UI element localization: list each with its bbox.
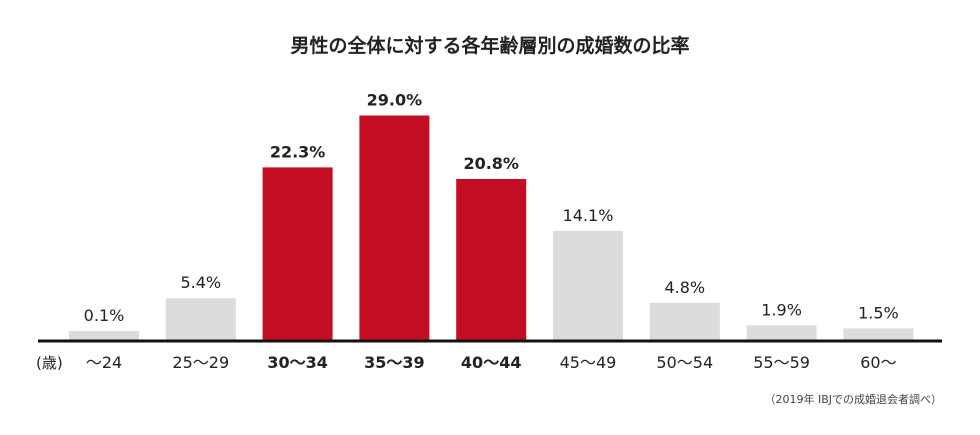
value-labels-group: 0.1% 5.4% 22.3% 29.0% 20.8% 14.1% 4.8% 1.9% 1.5% [84, 91, 899, 326]
category-label-0: ～24 [86, 353, 122, 372]
bars-group [69, 115, 914, 340]
value-label-8: 1.5% [858, 303, 899, 322]
bar-8 [843, 328, 914, 340]
category-label-4: 40～44 [461, 353, 522, 372]
value-label-2: 22.3% [270, 142, 326, 161]
value-label-4: 20.8% [463, 154, 519, 173]
bar-2 [262, 167, 333, 340]
bar-6 [649, 302, 720, 340]
category-label-7: 55～59 [753, 353, 810, 372]
category-label-1: 25～29 [172, 353, 229, 372]
value-label-1: 5.4% [180, 273, 221, 292]
value-label-7: 1.9% [761, 300, 802, 319]
value-label-0: 0.1% [84, 306, 125, 325]
bar-7 [746, 325, 817, 340]
category-labels-group: ～24 25～29 30～34 35～39 40～44 45～49 50～54 55～59 60… [86, 353, 897, 372]
bar-1 [165, 298, 236, 340]
category-label-2: 30～34 [267, 353, 328, 372]
category-label-6: 50～54 [656, 353, 713, 372]
category-label-3: 35～39 [364, 353, 425, 372]
bar-3 [359, 115, 430, 340]
chart-title: 男性の全体に対する各年齢層別の成婚数の比率 [290, 34, 689, 57]
source-note: （2019年 IBJでの成婚退会者調べ） [764, 392, 942, 406]
value-label-6: 4.8% [664, 278, 705, 297]
bar-0 [69, 331, 139, 340]
category-label-5: 45～49 [560, 353, 617, 372]
x-axis-unit-label: (歳) [36, 354, 63, 372]
bar-5 [553, 230, 623, 340]
category-label-8: 60～ [860, 353, 896, 372]
value-label-3: 29.0% [367, 91, 423, 110]
value-label-5: 14.1% [563, 206, 614, 225]
bar-4 [456, 179, 527, 340]
